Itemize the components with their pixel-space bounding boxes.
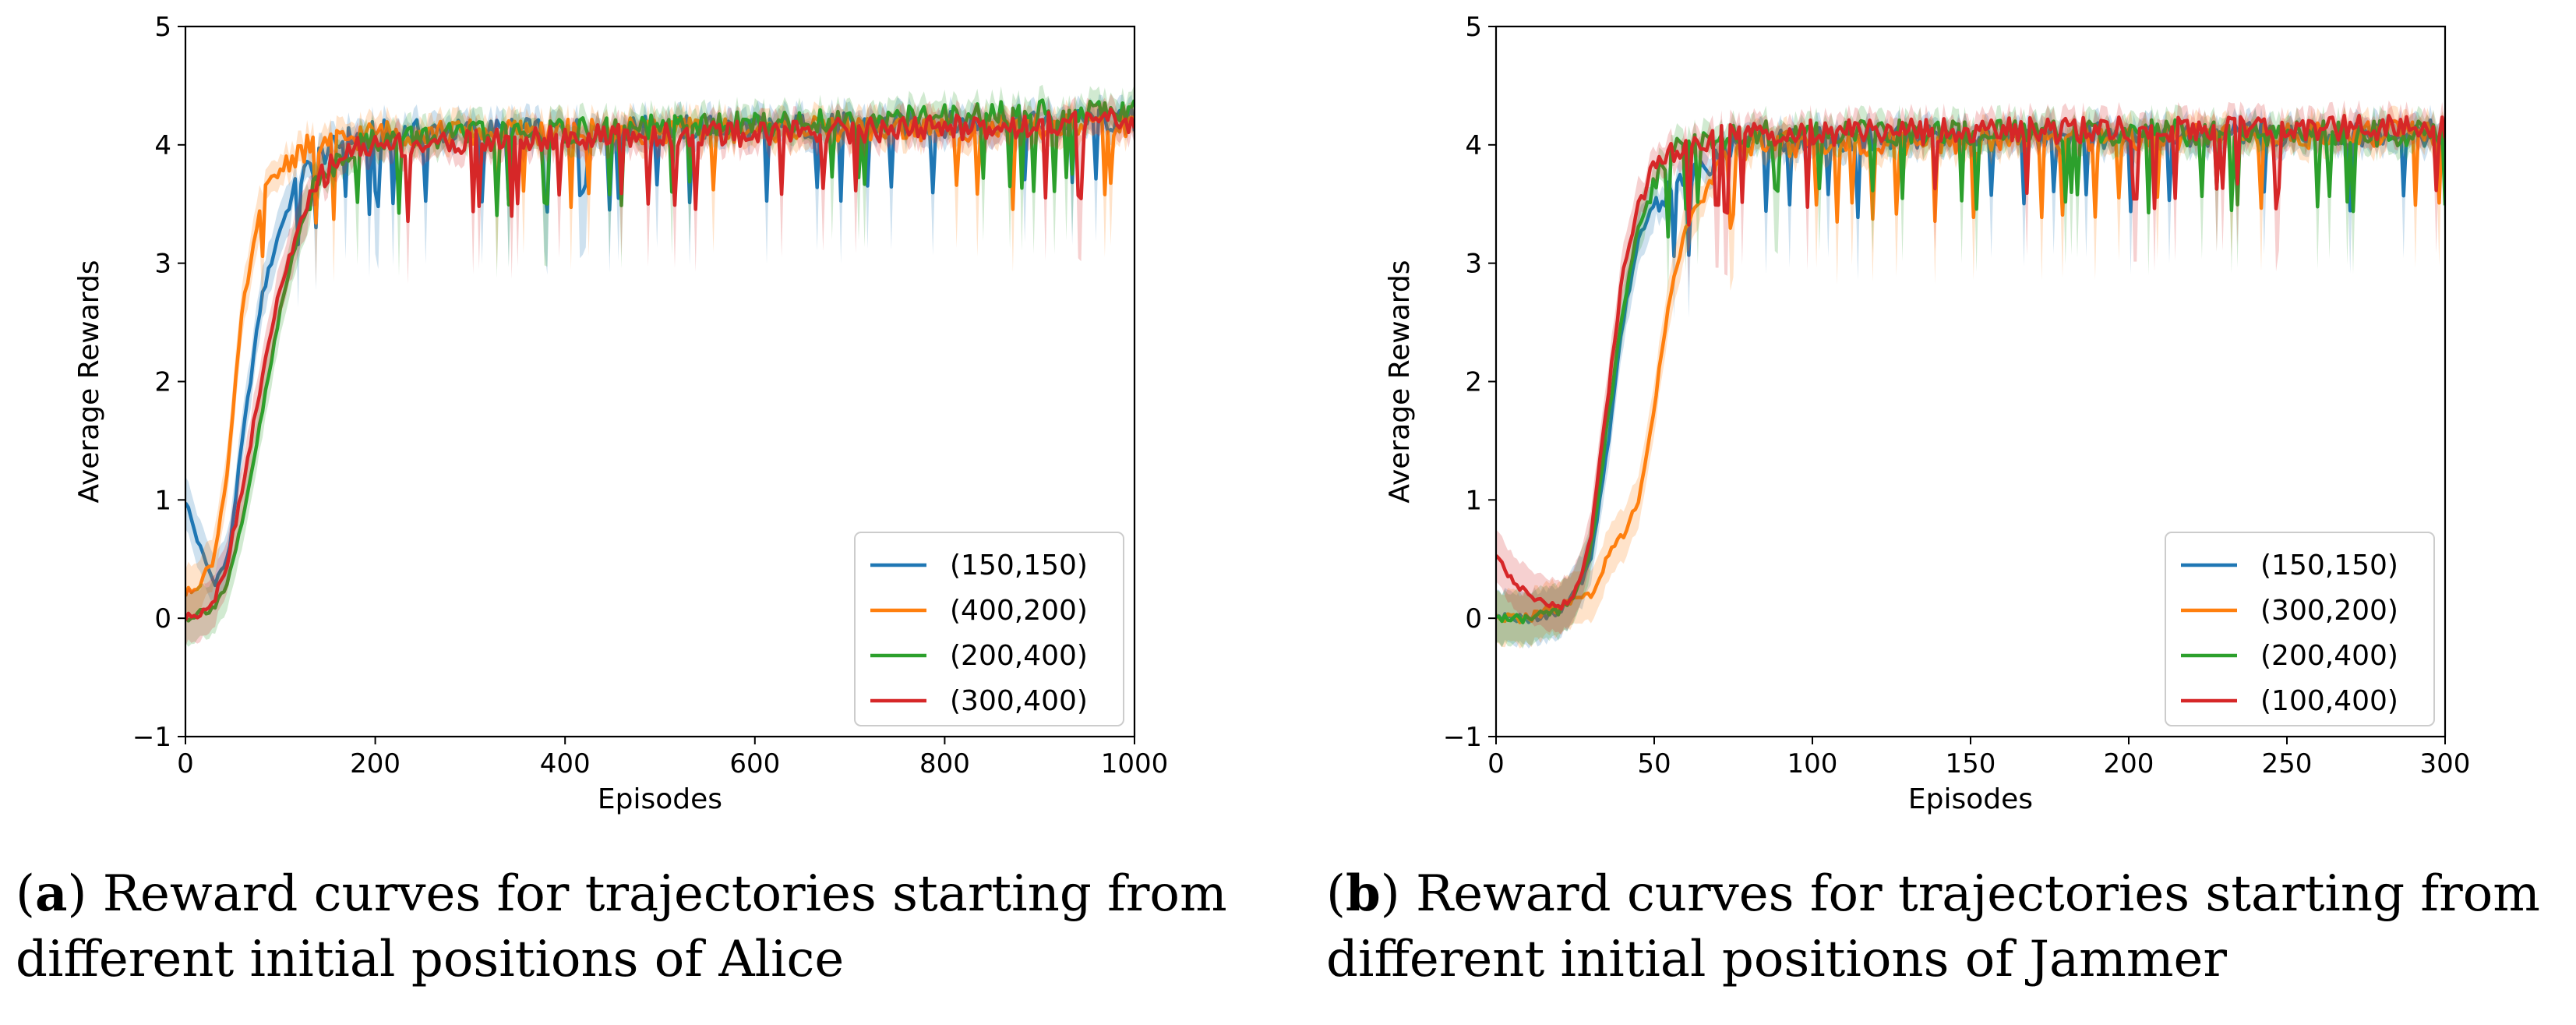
y-tick-label: 0 [1465, 603, 1482, 634]
x-tick-label: 400 [540, 748, 591, 779]
y-tick-label: −1 [132, 722, 171, 753]
y-tick-label: 5 [154, 12, 171, 43]
caption-b: (b) Reward curves for trajectories start… [1326, 861, 2540, 992]
y-tick-label: 0 [154, 603, 171, 634]
caption-a-label: a [34, 864, 68, 923]
series-line-3 [1496, 118, 2445, 624]
y-tick-label: 5 [1465, 12, 1482, 43]
y-axis-label: Average Rewards [1384, 260, 1416, 503]
y-tick-label: 1 [154, 485, 171, 516]
series-band-2 [1496, 105, 2445, 649]
series-line-2 [185, 113, 1134, 597]
plot-area [1496, 100, 2445, 649]
y-tick-label: 2 [154, 367, 171, 398]
x-tick-label: 300 [2420, 748, 2471, 779]
x-tick-label: 200 [350, 748, 401, 779]
x-tick-label: 150 [1946, 748, 1996, 779]
x-tick-label: 800 [919, 748, 970, 779]
legend-box [2165, 532, 2435, 726]
x-tick-label: 1000 [1101, 748, 1169, 779]
x-tick-label: 600 [729, 748, 780, 779]
x-axis-label: Episodes [598, 783, 722, 815]
y-tick-label: 3 [1465, 249, 1482, 280]
caption-a: (a) Reward curves for trajectories start… [16, 861, 1227, 992]
y-tick-label: 4 [1465, 130, 1482, 161]
x-tick-label: 100 [1787, 748, 1838, 779]
legend-label: (150,150) [950, 550, 1088, 581]
y-tick-label: −1 [1443, 722, 1482, 753]
plot-area [185, 84, 1134, 647]
caption-b-line1: Reward curves for trajectories starting … [1399, 865, 2540, 923]
caption-a-line2: different initial positions of Alice [16, 931, 845, 988]
caption-b-label: b [1345, 864, 1381, 923]
x-tick-label: 250 [2262, 748, 2313, 779]
legend-label: (300,200) [2260, 595, 2398, 627]
series-line-4 [185, 107, 1134, 621]
y-tick-label: 4 [154, 130, 171, 161]
caption-b-line2: different initial positions of Jammer [1326, 931, 2227, 988]
series-line-4 [1496, 113, 2445, 611]
legend: (150,150) (300,200) (200,400) (100,400) [2165, 532, 2435, 726]
legend-box [854, 532, 1124, 726]
x-tick-label: 50 [1637, 748, 1671, 779]
legend-label: (300,400) [950, 685, 1088, 717]
x-tick-label: 200 [2104, 748, 2154, 779]
y-tick-label: 1 [1465, 485, 1482, 516]
legend-label: (150,150) [2260, 550, 2398, 581]
legend: (150,150) (400,200) (200,400) (300,400) [854, 532, 1124, 726]
caption-a-line1: Reward curves for trajectories starting … [86, 865, 1227, 923]
chart-a: 0 200 400 600 800 1000−1012345EpisodesAverage… [73, 12, 1168, 815]
y-tick-label: 3 [154, 249, 171, 280]
x-axis-label: Episodes [1908, 783, 2033, 815]
series-line-3 [185, 98, 1134, 623]
legend-label: (400,200) [950, 595, 1088, 627]
x-tick-label: 0 [177, 748, 194, 779]
legend-label: (100,400) [2260, 685, 2398, 717]
legend-label: (200,400) [2260, 640, 2398, 672]
legend-label: (200,400) [950, 640, 1088, 672]
y-tick-label: 2 [1465, 367, 1482, 398]
y-axis-label: Average Rewards [73, 260, 105, 503]
chart-b: 0 50 100 150 200 250 300−1012345EpisodesAverag… [1384, 12, 2470, 815]
x-tick-label: 0 [1487, 748, 1505, 779]
